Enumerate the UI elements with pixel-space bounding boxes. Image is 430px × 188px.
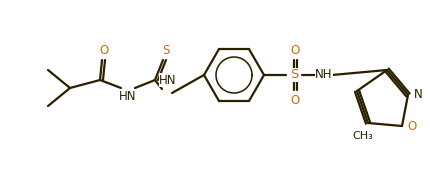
- Text: O: O: [290, 93, 300, 106]
- Text: O: O: [99, 43, 109, 57]
- Text: O: O: [407, 120, 417, 133]
- Text: O: O: [290, 43, 300, 57]
- Text: CH₃: CH₃: [353, 131, 373, 141]
- Text: NH: NH: [315, 68, 333, 82]
- Text: N: N: [414, 89, 422, 102]
- Text: HN: HN: [159, 74, 177, 86]
- Text: S: S: [162, 43, 170, 57]
- Text: HN: HN: [119, 89, 137, 102]
- Text: S: S: [290, 68, 298, 82]
